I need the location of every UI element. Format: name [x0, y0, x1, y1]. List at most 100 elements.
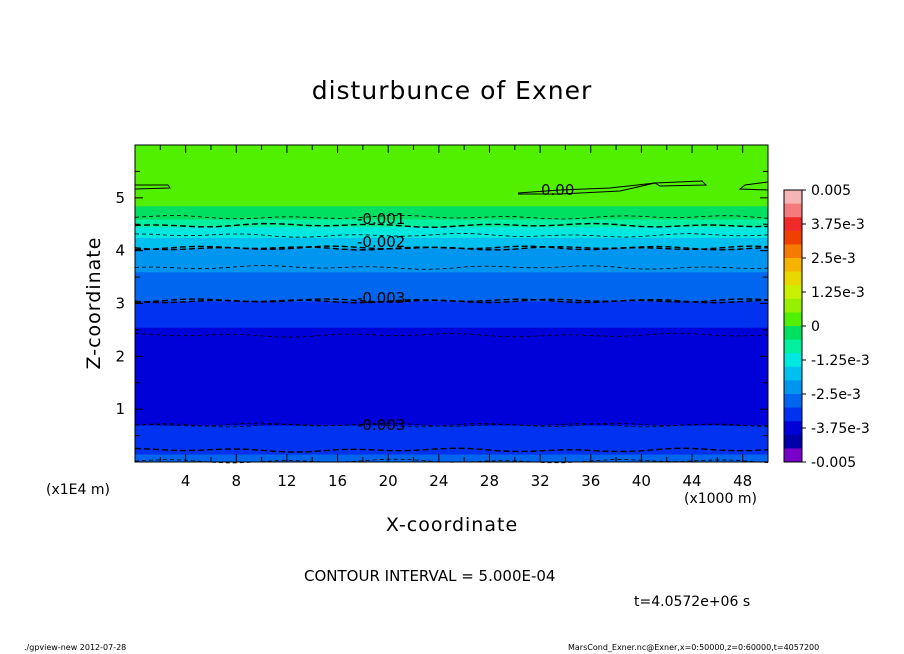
colorbar-swatch: [784, 339, 802, 354]
y-axis: 1 2 3 4 5: [115, 170, 768, 437]
x-tick-label: 40: [632, 472, 651, 490]
field-band: [135, 226, 768, 238]
filled-contour-field: [135, 145, 768, 463]
time-label: t=4.0572e+06 s: [634, 594, 751, 610]
x-axis-label: X-coordinate: [385, 514, 519, 536]
field-band: [135, 409, 768, 418]
contour-line: [134, 422, 769, 428]
contour-line: [134, 422, 769, 428]
x-axis: 4 8 12 16 20 24 28 32 36 40 44 48: [159, 145, 752, 490]
field-band: [135, 454, 768, 460]
colorbar-swatch: [784, 203, 802, 218]
colorbar-swatch: [784, 434, 802, 449]
contour-line: [134, 298, 769, 304]
colorbar-label: 0: [811, 319, 820, 335]
x-tick-label: 12: [277, 472, 296, 490]
contour-line: [134, 332, 769, 338]
field-band: [135, 258, 768, 273]
field-band: [135, 398, 768, 410]
y-tick-label: 4: [115, 242, 125, 260]
contour-lines: [134, 180, 769, 464]
field-band: [135, 432, 768, 439]
colorbar-swatch: [784, 407, 802, 422]
zero-contour-fragment: [653, 180, 708, 187]
x-tick-label: 4: [181, 472, 191, 490]
y-tick-label: 5: [115, 189, 125, 207]
x-tick-label: 36: [581, 472, 600, 490]
x-tick-label: 8: [232, 472, 242, 490]
colorbar-swatch: [784, 312, 802, 327]
field-band: [135, 417, 768, 426]
colorbar-swatch: [784, 366, 802, 381]
contour-label: 0.00: [541, 181, 574, 199]
colorbar-label: 2.5e-3: [811, 251, 856, 267]
contour-line: [134, 214, 769, 220]
colorbar-swatch: [784, 230, 802, 245]
field-band: [135, 374, 768, 389]
y-tick-label: 2: [115, 347, 125, 365]
field-band: [135, 425, 768, 434]
x-tick-label: 44: [682, 472, 701, 490]
contour-line: [134, 232, 769, 238]
field-band: [135, 218, 768, 228]
x-tick-label: 32: [531, 472, 550, 490]
field-band: [135, 213, 768, 220]
contour-interval-text: CONTOUR INTERVAL = 5.000E-04: [304, 567, 556, 585]
chart-title: disturbunce of Exner: [311, 76, 593, 105]
colorbar-label: 0.005: [811, 183, 851, 199]
field-band: [135, 248, 768, 260]
field-band: [135, 358, 768, 376]
contour-line: [134, 245, 769, 251]
colorbar: 0.005 3.75e-3 2.5e-3 1.25e-3 0 -1.25e-3 -2.5e-…: [783, 183, 870, 471]
field-band: [135, 388, 768, 400]
field-band: [135, 285, 768, 302]
contour-line: [134, 222, 769, 229]
x-tick-label: 24: [429, 472, 448, 490]
field-band: [135, 300, 768, 312]
field-band: [135, 271, 768, 286]
x-tick-label: 28: [480, 472, 499, 490]
contour-line: [134, 265, 769, 270]
colorbar-swatch: [784, 394, 802, 408]
field-band: [135, 459, 768, 463]
zero-contour-fragment: [738, 181, 769, 191]
colorbar-label: -1.25e-3: [811, 353, 870, 369]
x-tick-label: 48: [733, 472, 752, 490]
field-band: [135, 438, 768, 447]
y-tick-label: 1: [115, 400, 125, 418]
x-tick-label: 16: [328, 472, 347, 490]
contour-label: -0.002: [357, 233, 405, 251]
y-axis-label: Z-coordinate: [83, 236, 105, 370]
x-tick-label: 20: [379, 472, 398, 490]
colorbar-swatch: [784, 244, 802, 259]
footer-right: MarsCond_Exner.nc@Exner,x=0:50000,z=0:60…: [568, 643, 820, 652]
zero-contour-fragment: [134, 184, 171, 190]
contour-label: -0.001: [357, 210, 405, 228]
contour-line: [134, 447, 769, 453]
x-axis-unit: (x1000 m): [684, 491, 757, 507]
field-band: [135, 205, 768, 215]
contour-label: -0.003: [357, 416, 405, 434]
colorbar-swatch: [784, 285, 802, 300]
colorbar-label: -0.005: [811, 455, 856, 471]
colorbar-swatch: [784, 421, 802, 436]
colorbar-label: -3.75e-3: [811, 421, 870, 437]
y-axis-unit: (x1E4 m): [46, 482, 110, 498]
colorbar-label: 1.25e-3: [811, 285, 865, 301]
field-band: [135, 446, 768, 455]
contour-label: -0.003: [357, 289, 405, 307]
colorbar-swatch: [784, 380, 802, 395]
colorbar-swatch: [784, 258, 802, 272]
colorbar-swatch: [784, 271, 802, 286]
footer-left: ./gpview-new 2012-07-28: [24, 643, 127, 652]
colorbar-swatch: [784, 326, 802, 340]
field-band: [135, 327, 768, 344]
colorbar-swatch: [784, 217, 802, 232]
field-band: [135, 145, 768, 207]
colorbar-label: 3.75e-3: [811, 217, 865, 233]
colorbar-swatch: [784, 190, 802, 204]
colorbar-swatch: [784, 448, 802, 463]
field-band: [135, 343, 768, 360]
field-band: [135, 311, 768, 328]
